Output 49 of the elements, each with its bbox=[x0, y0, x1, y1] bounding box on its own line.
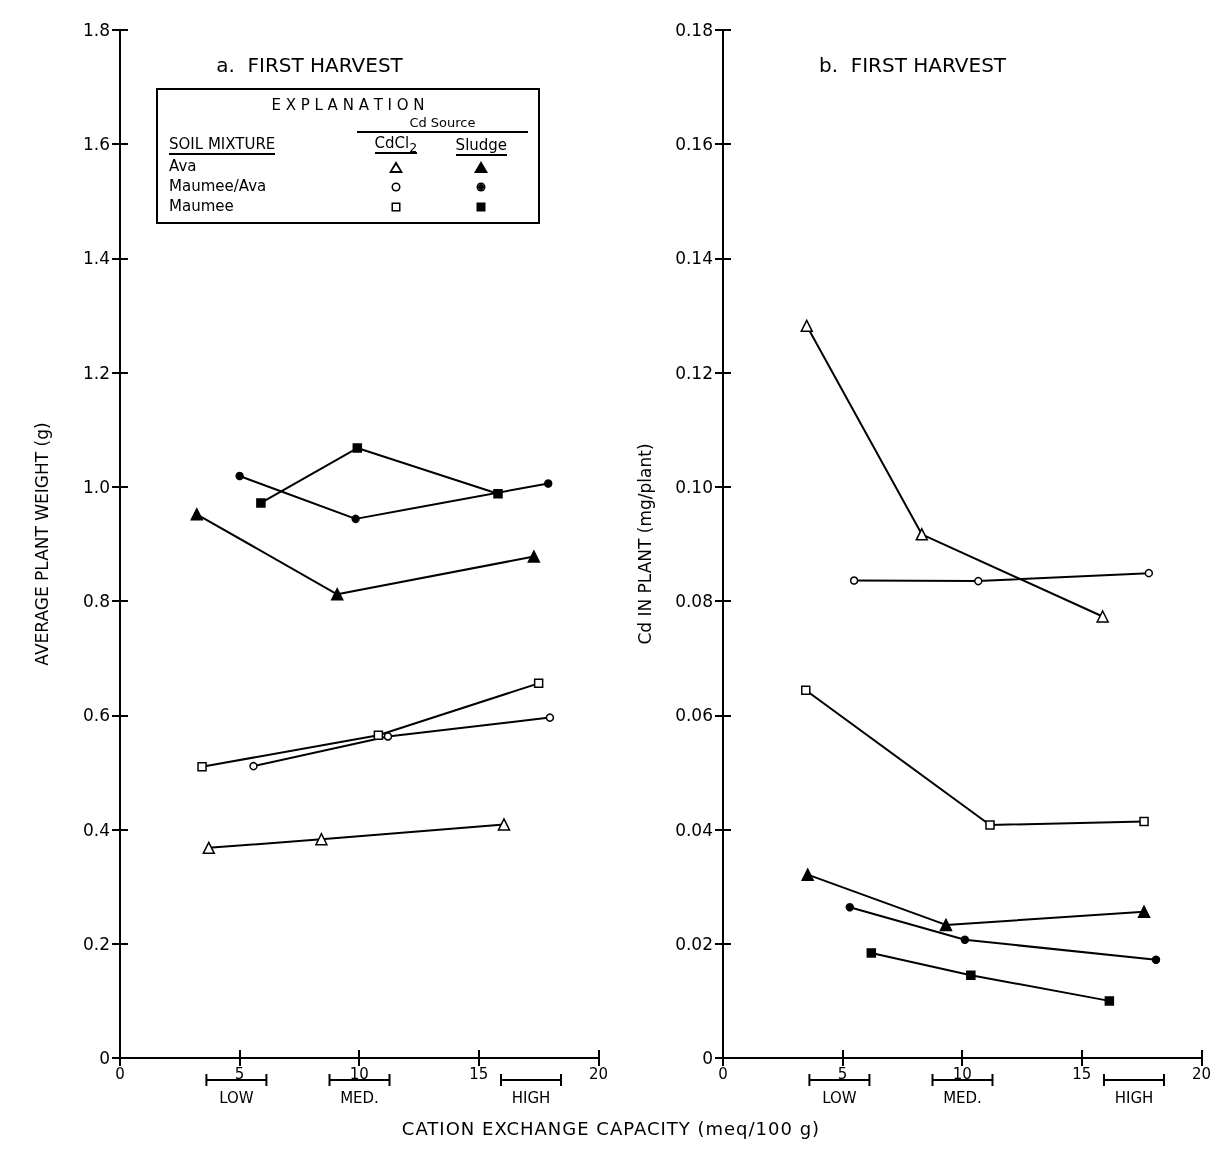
y-tick-label: 1.2 bbox=[82, 362, 110, 383]
x-tick-label: 0 bbox=[718, 1064, 728, 1083]
y-tick-label: 0.10 bbox=[675, 476, 713, 497]
text: HIGH bbox=[511, 1088, 551, 1107]
annotation: Sludge bbox=[455, 135, 508, 156]
annotation: E X P L A N A T I O N bbox=[270, 96, 426, 114]
y-tick-label: 0.08 bbox=[675, 591, 713, 612]
y-tick-label: 0.2 bbox=[82, 933, 110, 954]
text: a. FIRST HARVEST bbox=[216, 53, 404, 77]
text: HIGH bbox=[1114, 1088, 1154, 1107]
y-tick-label: 0.02 bbox=[675, 933, 713, 954]
x-axis-title: CATION EXCHANGE CAPACITY (meq/100 g) bbox=[400, 1118, 822, 1139]
annotation: SOIL MIXTURE bbox=[169, 135, 276, 155]
annotation: Cd Source bbox=[356, 114, 528, 132]
y-tick-label: 1.6 bbox=[82, 134, 110, 155]
y-tick-label: 0.12 bbox=[675, 362, 713, 383]
y-axis-title: AVERAGE PLANT WEIGHT (g) bbox=[31, 422, 52, 666]
x-tick-label: 20 bbox=[588, 1064, 608, 1083]
annotation: CdCl$_{2}$ bbox=[374, 134, 418, 155]
text: LOW bbox=[822, 1088, 857, 1107]
text: MED. bbox=[340, 1088, 379, 1107]
y-tick-label: 0.6 bbox=[82, 705, 110, 726]
y-tick-label: 0.14 bbox=[675, 248, 713, 269]
x-tick-label: 5 bbox=[837, 1064, 848, 1083]
y-tick-label: 1.0 bbox=[82, 476, 110, 497]
y-tick-label: 0.04 bbox=[675, 819, 713, 840]
y-tick-label: 0.4 bbox=[82, 819, 110, 840]
x-tick-label: 20 bbox=[1191, 1064, 1211, 1083]
y-tick-label: 0.16 bbox=[675, 134, 713, 155]
x-tick-label: 10 bbox=[349, 1064, 369, 1083]
annotation: Maumee bbox=[168, 196, 235, 216]
y-tick-label: 1.8 bbox=[82, 20, 110, 40]
x-tick-label: 15 bbox=[1072, 1064, 1092, 1083]
annotation: Maumee/Ava bbox=[168, 176, 268, 196]
y-tick-label: 0 bbox=[702, 1048, 713, 1068]
y-tick-label: 0.06 bbox=[675, 705, 713, 726]
y-tick-label: 0.18 bbox=[675, 20, 713, 40]
text: b. FIRST HARVEST bbox=[818, 53, 1007, 77]
y-tick-label: 0 bbox=[99, 1048, 110, 1068]
y-tick-label: 0.8 bbox=[82, 591, 110, 612]
x-tick-label: 10 bbox=[952, 1064, 972, 1083]
annotation: Ava bbox=[168, 156, 198, 176]
x-tick-label: 0 bbox=[115, 1064, 125, 1083]
text: LOW bbox=[219, 1088, 254, 1107]
y-axis-title: Cd IN PLANT (mg/plant) bbox=[634, 443, 655, 645]
y-tick-label: 1.4 bbox=[82, 248, 110, 269]
x-tick-label: 5 bbox=[234, 1064, 245, 1083]
x-tick-label: 15 bbox=[469, 1064, 489, 1083]
text: MED. bbox=[943, 1088, 982, 1107]
